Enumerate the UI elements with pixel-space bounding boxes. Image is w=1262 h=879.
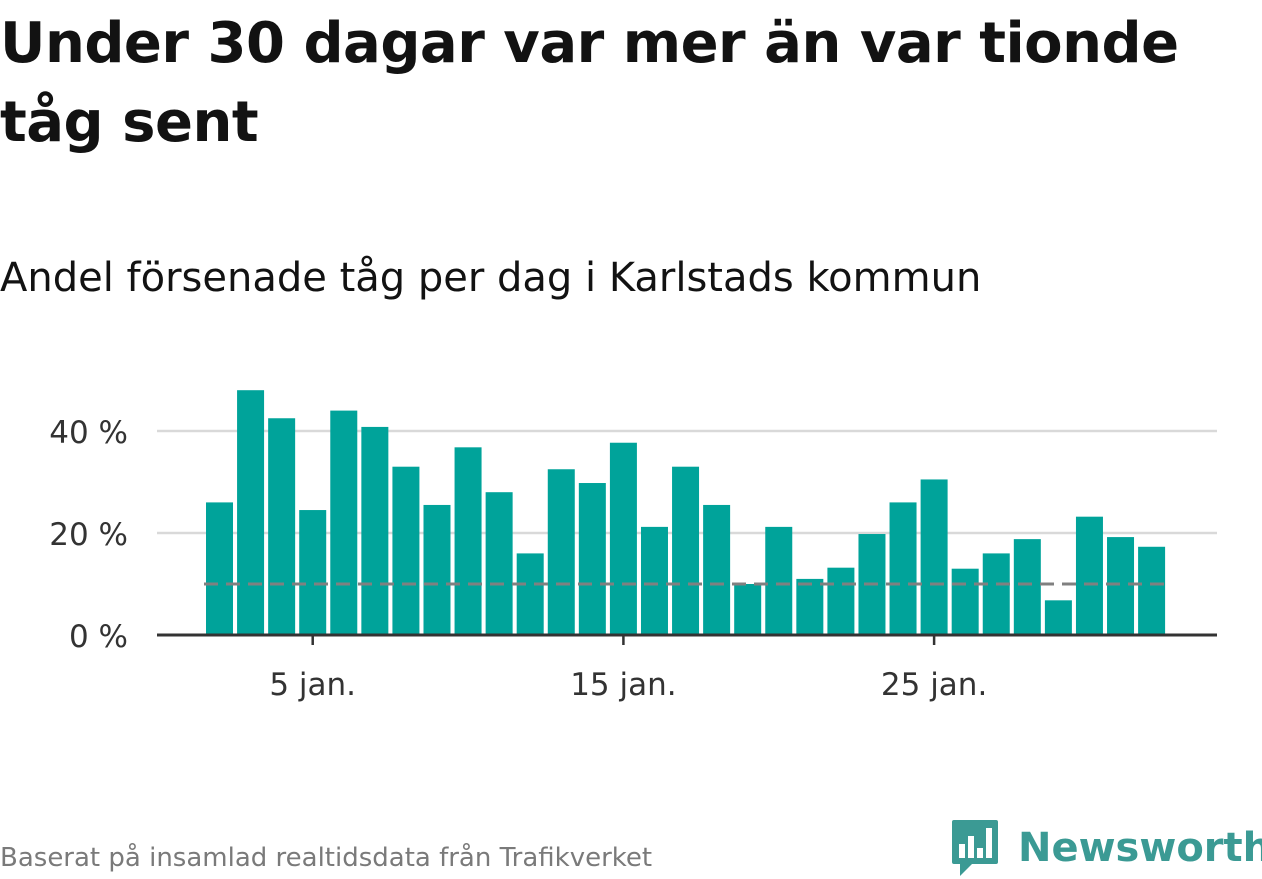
bar-day-22 xyxy=(827,567,855,635)
bar-day-29 xyxy=(1044,600,1072,635)
bar-day-28 xyxy=(1013,539,1041,635)
bar-day-25 xyxy=(920,479,948,635)
bar-day-19 xyxy=(734,584,762,635)
y-tick-label: 40 % xyxy=(49,415,128,451)
chart-subtitle: Andel försenade tåg per dag i Karlstads … xyxy=(0,255,982,301)
x-tick-label: 15 jan. xyxy=(570,667,676,703)
bar-day-16 xyxy=(640,526,668,635)
bar-chart-speech-bubble-icon xyxy=(952,820,998,876)
x-tick-label: 5 jan. xyxy=(269,667,356,703)
bar-day-11 xyxy=(485,492,513,635)
bar-day-26 xyxy=(951,568,979,635)
brand-logo: Newsworthy xyxy=(950,818,1262,878)
brand-name: Newsworthy xyxy=(1018,825,1262,871)
bar-day-5 xyxy=(299,510,327,635)
bar-day-14 xyxy=(578,483,606,635)
bar-day-18 xyxy=(703,504,731,635)
bar-day-10 xyxy=(454,447,482,635)
bar-day-27 xyxy=(982,553,1010,635)
bar-day-2 xyxy=(206,502,233,635)
bar-day-7 xyxy=(361,426,389,635)
bar-day-15 xyxy=(609,442,637,635)
bar-day-6 xyxy=(330,410,358,635)
y-tick-label: 0 % xyxy=(69,619,128,655)
bar-day-4 xyxy=(268,418,296,635)
bar-day-24 xyxy=(889,502,917,635)
bar-day-20 xyxy=(765,526,793,635)
bar-day-21 xyxy=(796,578,824,635)
bar-day-17 xyxy=(672,466,700,635)
axes: 0 % 20 % 40 % 5 jan. 15 jan. 25 jan. xyxy=(49,415,1217,703)
source-note: Baserat på insamlad realtidsdata från Tr… xyxy=(0,843,653,873)
bar-day-8 xyxy=(392,466,420,635)
bars xyxy=(206,390,1166,635)
bar-day-31 xyxy=(1107,537,1135,635)
bar-day-13 xyxy=(547,469,575,635)
x-tick-label: 25 jan. xyxy=(881,667,987,703)
bar-chart: 0 % 20 % 40 % 5 jan. 15 jan. 25 jan. xyxy=(49,390,1217,703)
bar-day-32 xyxy=(1138,546,1166,635)
bar-day-30 xyxy=(1075,516,1103,635)
bar-day-12 xyxy=(516,553,544,635)
bar-day-9 xyxy=(423,504,451,635)
chart-title: Under 30 dagar var mer än var tionde tåg… xyxy=(0,11,1179,155)
bar-day-3 xyxy=(237,390,265,635)
y-tick-label: 20 % xyxy=(49,517,128,553)
